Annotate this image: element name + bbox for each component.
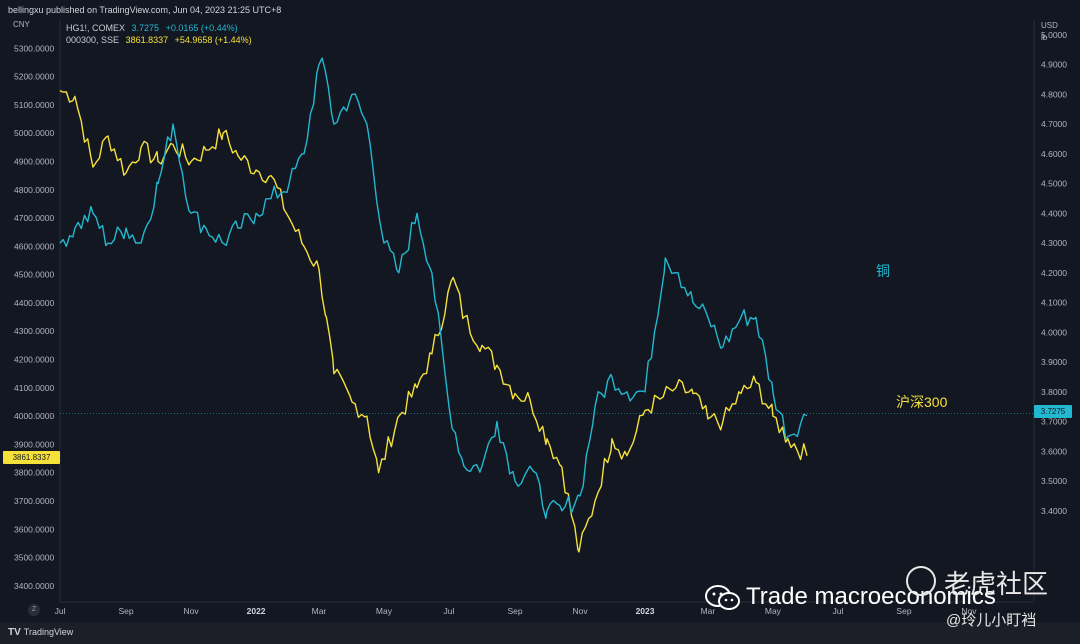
right-tick-label: 4.0000 [1041, 327, 1067, 337]
left-tick-label: 4600.0000 [14, 241, 54, 251]
right-tick-label: 3.4000 [1041, 506, 1067, 516]
right-tick-label: 4.8000 [1041, 89, 1067, 99]
right-tick-label: 4.4000 [1041, 208, 1067, 218]
legend-copper[interactable]: HG1!, COMEX 3.7275 +0.0165 (+0.44%) [66, 22, 256, 34]
chart-legend: HG1!, COMEX 3.7275 +0.0165 (+0.44%) 0003… [66, 22, 256, 46]
x-tick-label: 2022 [247, 606, 266, 616]
bottom-bar [0, 622, 1080, 644]
left-tick-label: 4200.0000 [14, 355, 54, 365]
tradingview-logo[interactable]: TV TradingView [8, 627, 73, 638]
legend-copper-change: +0.0165 (+0.44%) [165, 23, 238, 33]
left-tick-label: 5300.0000 [14, 43, 54, 53]
left-tick-label: 4300.0000 [14, 326, 54, 336]
left-tick-label: 3600.0000 [14, 524, 54, 534]
legend-csi300-name: 000300, SSE [66, 35, 120, 45]
right-tick-label: 3.7000 [1041, 417, 1067, 427]
tradingview-brand: TradingView [23, 627, 74, 637]
left-tick-label: 5100.0000 [14, 100, 54, 110]
legend-csi300-price: 3861.8337 [125, 35, 169, 45]
right-tick-label: 4.2000 [1041, 268, 1067, 278]
tiger-community-icon [906, 566, 936, 596]
csi300-price-badge: 3861.8337 [3, 451, 60, 464]
x-tick-label: Mar [312, 606, 327, 616]
annotation-copper: 铜 [876, 263, 890, 279]
top-bar: bellingxu published on TradingView.com, … [0, 0, 1080, 18]
annotation-csi300: 沪深300 [896, 394, 948, 410]
x-tick-label: Nov [572, 606, 588, 616]
right-tick-label: 4.6000 [1041, 149, 1067, 159]
right-axis-currency: USD [1041, 21, 1058, 30]
legend-csi300-change: +54.9658 (+1.44%) [174, 35, 252, 45]
right-tick-label: 4.5000 [1041, 179, 1067, 189]
x-tick-label: Mar [701, 606, 716, 616]
x-tick-label: May [376, 606, 393, 616]
left-tick-label: 4800.0000 [14, 185, 54, 195]
x-tick-label: Sep [119, 606, 134, 616]
x-tick-label: May [765, 606, 782, 616]
left-tick-label: 4900.0000 [14, 156, 54, 166]
left-tick-label: 4100.0000 [14, 383, 54, 393]
left-tick-label: 4700.0000 [14, 213, 54, 223]
publisher-info: bellingxu published on TradingView.com, … [8, 5, 282, 15]
x-tick-label: Sep [507, 606, 522, 616]
watermark-community: 老虎社区 [944, 569, 1049, 599]
wechat-icon [705, 585, 740, 610]
price-chart[interactable]: 3400.0000 3500.0000 3600.0000 3700.0000 3800… [0, 0, 1080, 622]
x-tick-label: Jul [832, 606, 843, 616]
x-tick-label: Jul [444, 606, 455, 616]
left-tick-label: 3800.0000 [14, 468, 54, 478]
x-tick-label: Jul [55, 606, 66, 616]
right-tick-label: 4.3000 [1041, 238, 1067, 248]
right-tick-label: 4.7000 [1041, 119, 1067, 129]
left-tick-label: 4500.0000 [14, 270, 54, 280]
watermark-author: @玲儿小盯裆 [946, 612, 1037, 629]
legend-copper-name: HG1!, COMEX [66, 23, 126, 33]
x-tick-label: 2023 [636, 606, 655, 616]
tradingview-mark: TV [8, 627, 21, 638]
legend-csi300[interactable]: 000300, SSE 3861.8337 +54.9658 (+1.44%) [66, 34, 256, 46]
right-tick-label: 4.1000 [1041, 298, 1067, 308]
left-tick-label: 3500.0000 [14, 553, 54, 563]
right-tick-label: 3.5000 [1041, 476, 1067, 486]
left-tick-label: 4400.0000 [14, 298, 54, 308]
copper-series-line [59, 57, 808, 519]
right-axis-unit: lb [1041, 33, 1048, 42]
left-tick-label: 3900.0000 [14, 439, 54, 449]
left-axis-unit: CNY [13, 20, 30, 29]
x-tick-label: Nov [184, 606, 200, 616]
legend-copper-price: 3.7275 [131, 23, 160, 33]
right-tick-label: 3.9000 [1041, 357, 1067, 367]
left-tick-label: 5000.0000 [14, 128, 54, 138]
left-tick-label: 4000.0000 [14, 411, 54, 421]
right-tick-label: 3.8000 [1041, 387, 1067, 397]
right-tick-label: 3.6000 [1041, 446, 1067, 456]
copper-price-badge: 3.7275 [1034, 405, 1072, 418]
left-tick-label: 3700.0000 [14, 496, 54, 506]
right-tick-label: 5.0000 [1041, 30, 1067, 40]
x-tick-label: Nov [961, 606, 977, 616]
left-tick-label: 5200.0000 [14, 72, 54, 82]
left-tick-label: 3400.0000 [14, 581, 54, 591]
right-tick-label: 4.9000 [1041, 60, 1067, 70]
watermark-text: Trade macroeconomics [746, 583, 996, 610]
csi300-series-line [59, 90, 808, 553]
timezone-button[interactable]: Z [28, 604, 40, 616]
x-tick-label: Sep [896, 606, 911, 616]
